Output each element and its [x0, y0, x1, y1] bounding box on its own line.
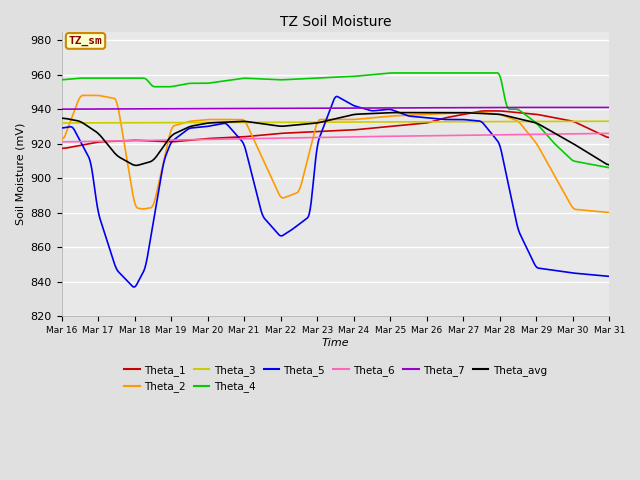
Title: TZ Soil Moisture: TZ Soil Moisture	[280, 15, 391, 29]
Theta_2	[79, 93, 86, 98]
Theta_7	[198, 106, 206, 111]
Theta_2	[471, 110, 479, 116]
Theta_1	[155, 138, 163, 144]
Theta_3	[424, 119, 431, 125]
Theta_1	[470, 109, 478, 115]
Theta_7	[470, 105, 478, 110]
Line: Theta_7: Theta_7	[61, 108, 609, 109]
Theta_avg	[58, 115, 65, 121]
Theta_7	[305, 105, 313, 111]
Line: Theta_6: Theta_6	[61, 133, 609, 142]
Theta_6	[58, 139, 65, 145]
Line: Theta_avg: Theta_avg	[61, 113, 609, 166]
Theta_6	[305, 135, 313, 141]
Theta_avg	[390, 110, 398, 116]
Line: Theta_3: Theta_3	[61, 121, 609, 123]
Theta_2	[381, 114, 389, 120]
Theta_4	[471, 70, 479, 76]
Theta_5	[382, 107, 390, 112]
Theta_3	[381, 119, 388, 125]
Theta_4	[424, 70, 432, 76]
Theta_4	[58, 77, 65, 83]
Theta_5	[200, 124, 207, 130]
Theta_5	[333, 94, 340, 99]
Theta_4	[388, 70, 396, 76]
Theta_6	[381, 133, 388, 139]
Theta_2	[156, 178, 163, 183]
Theta_4	[605, 165, 613, 170]
Theta_5	[130, 284, 138, 290]
Theta_5	[307, 205, 314, 211]
Theta_avg	[381, 110, 389, 116]
Theta_7	[381, 105, 388, 111]
Theta_1	[424, 120, 431, 126]
Line: Theta_2: Theta_2	[61, 96, 609, 213]
Theta_7	[424, 105, 431, 110]
Line: Theta_5: Theta_5	[61, 96, 609, 287]
Theta_6	[470, 132, 478, 138]
Theta_1	[198, 136, 206, 142]
Theta_4	[155, 84, 163, 90]
Theta_3	[58, 120, 65, 126]
Theta_avg	[605, 162, 613, 168]
Theta_2	[605, 210, 613, 216]
Theta_2	[307, 146, 314, 152]
Legend: Theta_1, Theta_2, Theta_3, Theta_4, Theta_5, Theta_6, Theta_7, Theta_avg: Theta_1, Theta_2, Theta_3, Theta_4, Thet…	[120, 361, 551, 396]
Theta_5	[605, 274, 613, 279]
Theta_1	[58, 145, 65, 151]
Theta_1	[605, 135, 613, 141]
Theta_5	[426, 115, 433, 121]
Theta_6	[424, 133, 431, 139]
Theta_3	[155, 120, 163, 126]
Theta_avg	[426, 110, 433, 116]
X-axis label: Time: Time	[322, 337, 349, 348]
Theta_3	[305, 120, 313, 125]
Theta_avg	[132, 163, 140, 168]
Theta_4	[381, 71, 388, 76]
Theta_5	[472, 118, 479, 123]
Theta_7	[605, 105, 613, 110]
Theta_2	[200, 117, 207, 123]
Theta_7	[506, 105, 513, 110]
Theta_6	[155, 137, 163, 143]
Theta_7	[58, 106, 65, 112]
Theta_1	[381, 124, 388, 130]
Theta_6	[605, 131, 613, 136]
Line: Theta_4: Theta_4	[61, 73, 609, 168]
Theta_5	[58, 125, 65, 131]
Theta_2	[58, 137, 65, 143]
Theta_avg	[472, 110, 479, 116]
Theta_4	[305, 76, 313, 82]
Theta_1	[305, 129, 313, 135]
Theta_6	[198, 137, 206, 143]
Line: Theta_1: Theta_1	[61, 111, 609, 148]
Theta_3	[605, 119, 613, 124]
Y-axis label: Soil Moisture (mV): Soil Moisture (mV)	[15, 123, 25, 225]
Theta_3	[198, 120, 206, 125]
Theta_5	[156, 184, 163, 190]
Theta_2	[424, 111, 432, 117]
Theta_avg	[307, 121, 314, 127]
Text: TZ_sm: TZ_sm	[68, 36, 102, 46]
Theta_avg	[156, 149, 163, 155]
Theta_3	[470, 119, 478, 124]
Theta_7	[155, 106, 163, 112]
Theta_avg	[200, 121, 207, 127]
Theta_4	[198, 81, 206, 86]
Theta_1	[482, 108, 490, 114]
